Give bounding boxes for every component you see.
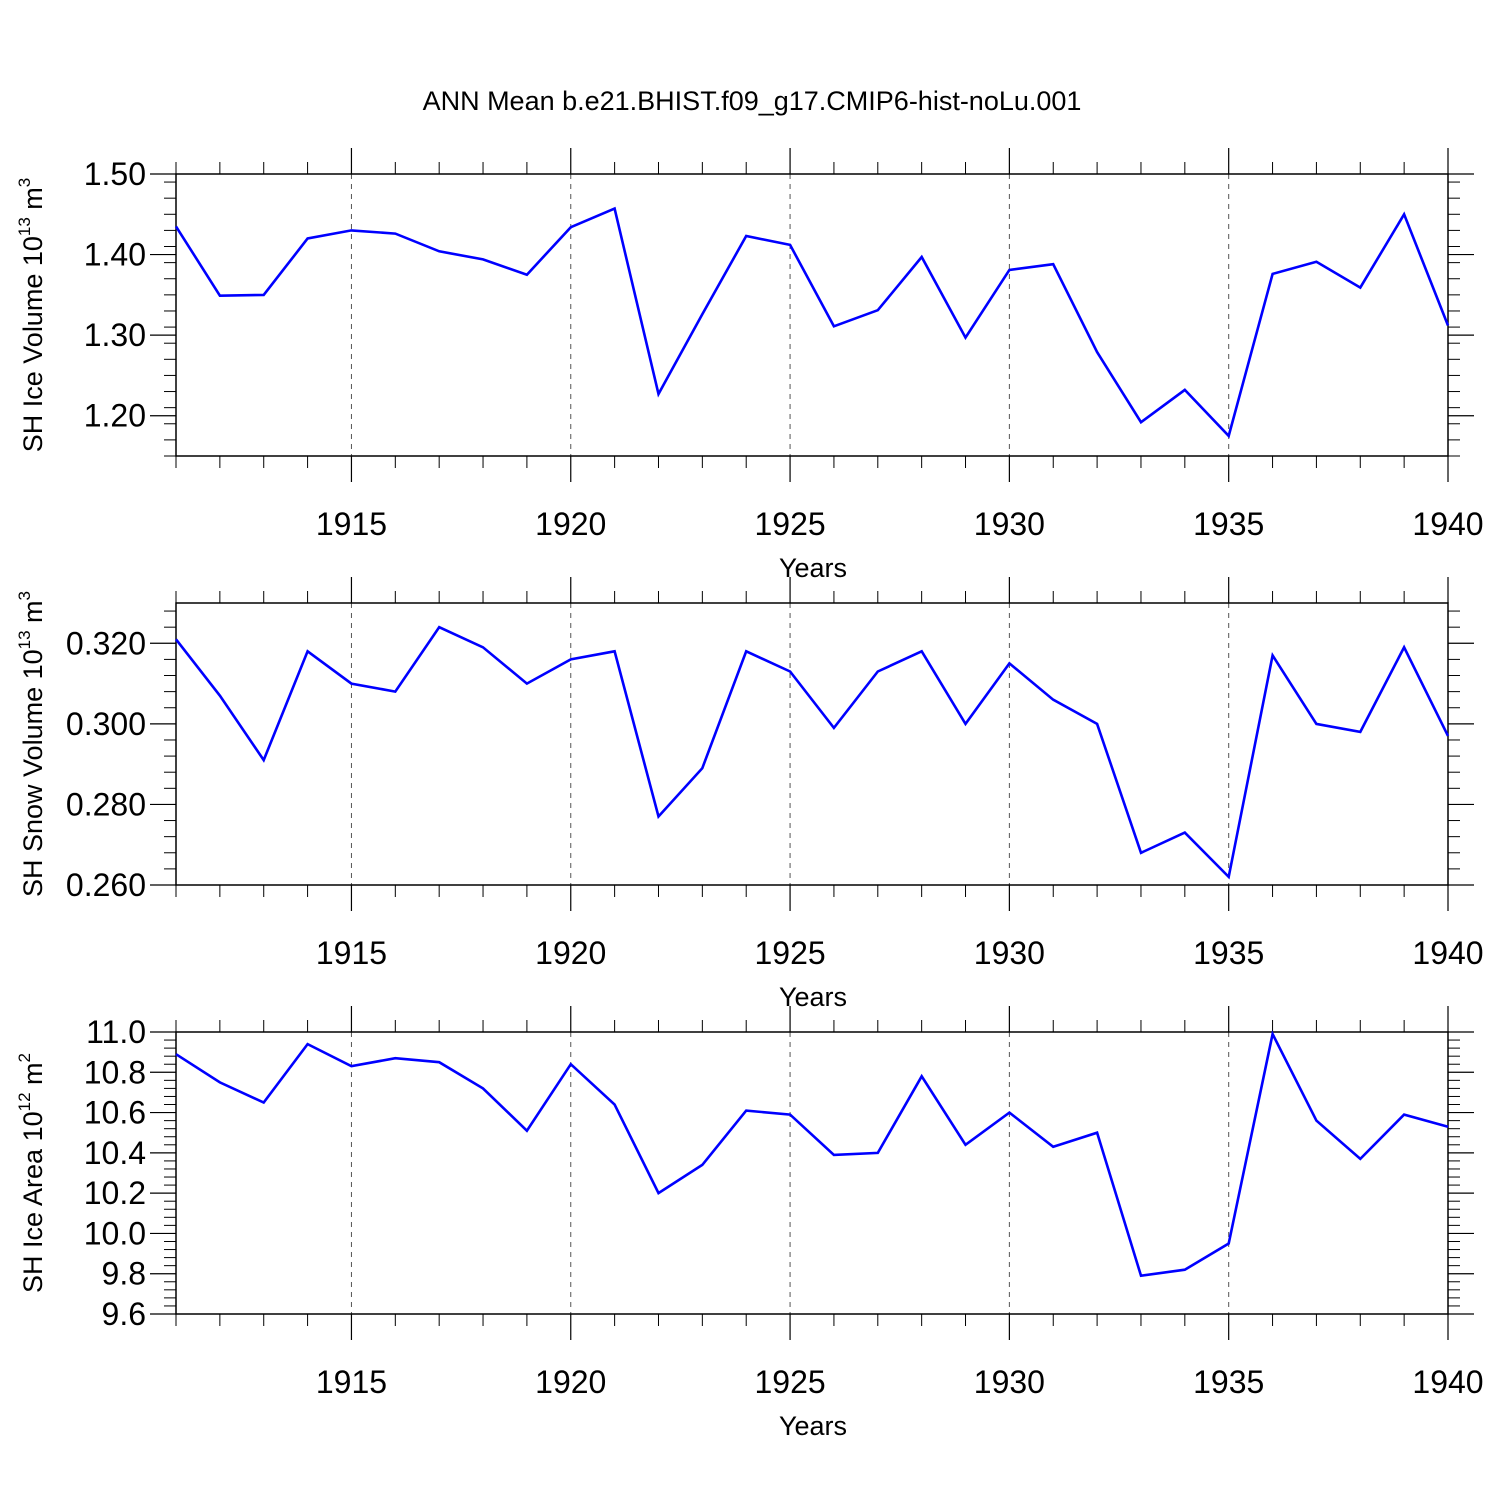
chart-panel-3: 1915 1920 1925 1930 1935 1940 9.6 9.8 10.0 10.2 10…	[15, 1006, 1484, 1441]
chart-panel-1: 1915 1920 1925 1930 1935 1940 1.20 1.30 1.40 1.50…	[15, 148, 1484, 583]
panels-container: 1915 1920 1925 1930 1935 1940 1.20 1.30 1.40 1.50…	[15, 148, 1484, 1441]
y-tick-label: 10.8	[84, 1054, 146, 1090]
y-tick-label: 1.30	[84, 317, 146, 353]
x-tick-label: 1940	[1412, 1364, 1483, 1400]
x-axis-label: Years	[779, 982, 847, 1012]
y-tick-label: 10.4	[84, 1135, 146, 1171]
x-tick-label: 1915	[316, 1364, 387, 1400]
series-line	[174, 206, 1450, 439]
x-axis-label: Years	[779, 1411, 847, 1441]
x-tick-label: 1915	[316, 935, 387, 971]
x-tick-label: 1930	[974, 935, 1045, 971]
plot-frame	[175, 602, 1449, 886]
x-tick-label: 1925	[754, 935, 825, 971]
x-tick-label: 1940	[1412, 935, 1483, 971]
y-tick-label: 1.40	[84, 237, 146, 273]
series-line	[174, 625, 1450, 880]
y-axis-label: SH Ice Area 1012 m2	[15, 1053, 48, 1293]
y-axis-label: SH Snow Volume 1013 m3	[15, 591, 48, 897]
x-tick-label: 1935	[1193, 506, 1264, 542]
x-tick-label: 1920	[535, 935, 606, 971]
x-tick-label: 1920	[535, 1364, 606, 1400]
x-tick-label: 1915	[316, 506, 387, 542]
y-tick-label: 1.20	[84, 398, 146, 434]
plot-frame	[175, 173, 1449, 457]
y-tick-label: 11.0	[86, 1014, 146, 1050]
x-tick-label: 1935	[1193, 935, 1264, 971]
y-tick-label: 10.6	[84, 1095, 146, 1131]
y-tick-label: 0.260	[66, 867, 146, 903]
y-tick-label: 0.300	[66, 706, 146, 742]
x-tick-label: 1930	[974, 506, 1045, 542]
x-tick-label: 1940	[1412, 506, 1483, 542]
chart-title: ANN Mean b.e21.BHIST.f09_g17.CMIP6-hist-…	[423, 86, 1082, 116]
y-tick-label: 9.6	[102, 1296, 146, 1332]
y-axis-label: SH Ice Volume 1013 m3	[15, 178, 48, 453]
x-axis-label: Years	[779, 553, 847, 583]
series-line	[175, 1030, 1449, 1278]
plot-frame	[175, 1031, 1449, 1315]
x-tick-label: 1920	[535, 506, 606, 542]
chart-panel-2: 1915 1920 1925 1930 1935 1940 0.260 0.280 0.300 0…	[15, 577, 1484, 1012]
x-tick-label: 1925	[754, 506, 825, 542]
x-tick-label: 1925	[754, 1364, 825, 1400]
y-tick-label: 0.280	[66, 786, 146, 822]
x-tick-label: 1930	[974, 1364, 1045, 1400]
x-tick-label: 1935	[1193, 1364, 1264, 1400]
y-tick-label: 9.8	[102, 1256, 146, 1292]
y-tick-label: 10.2	[84, 1175, 146, 1211]
y-tick-label: 0.320	[66, 625, 146, 661]
y-tick-label: 1.50	[84, 156, 146, 192]
y-tick-label: 10.0	[84, 1215, 146, 1251]
